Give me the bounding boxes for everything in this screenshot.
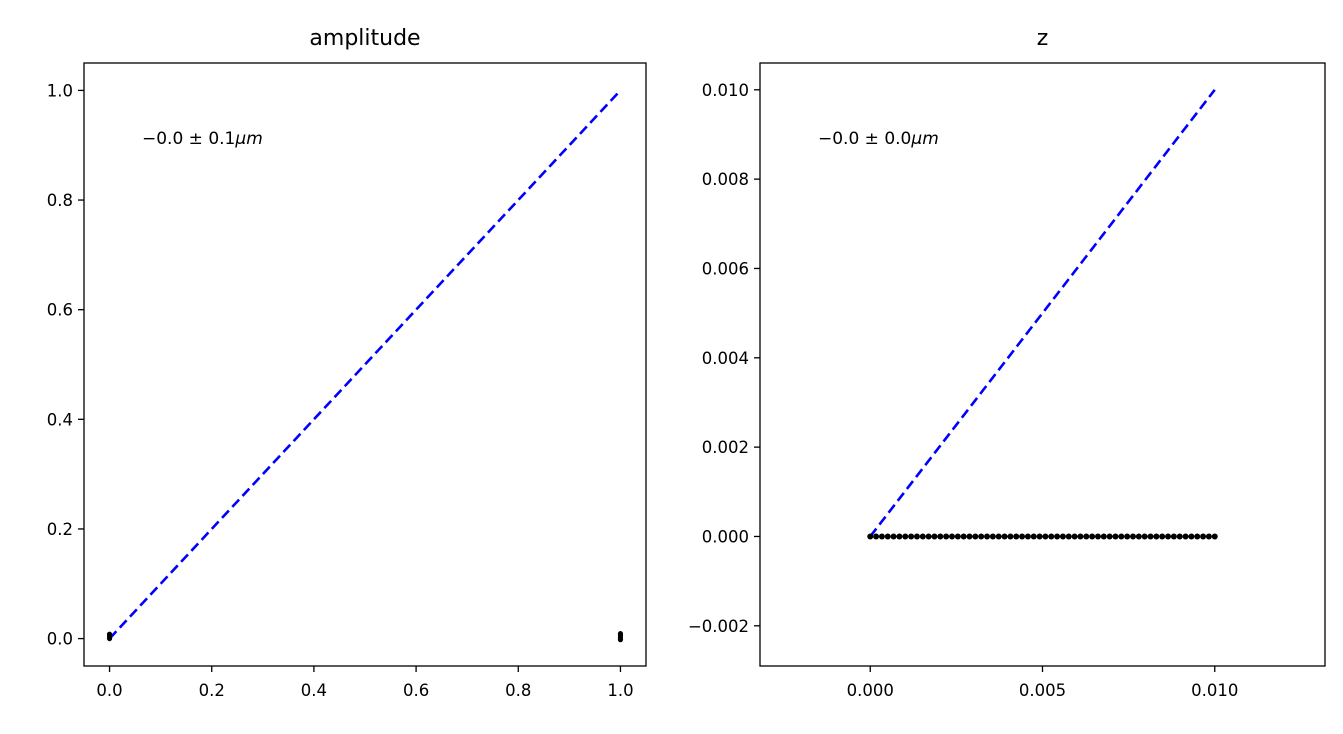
data-point [954, 533, 961, 540]
panel-annotation: −0.0 ± 0.0μm [818, 129, 939, 149]
data-point [1176, 533, 1183, 540]
data-point [1071, 533, 1078, 540]
axes-frame [759, 62, 1326, 667]
y-tick-label: 0.002 [702, 438, 749, 457]
data-point [896, 533, 903, 540]
data-point [1054, 533, 1061, 540]
data-point [1141, 533, 1148, 540]
data-point [1124, 533, 1131, 540]
data-point [972, 533, 979, 540]
data-point [1030, 533, 1037, 540]
data-point [1059, 533, 1066, 540]
y-tick-label: 0.4 [47, 410, 73, 429]
data-point [1200, 533, 1207, 540]
y-tick-label: 0.000 [702, 527, 749, 546]
data-point [873, 533, 880, 540]
reference-line [869, 89, 1216, 538]
y-tick-label: 1.0 [47, 81, 73, 100]
data-point [966, 533, 973, 540]
data-point [948, 533, 955, 540]
x-tick-label: 0.0 [96, 681, 122, 700]
y-tick-label: −0.002 [688, 617, 749, 636]
data-point [913, 533, 920, 540]
data-point [1135, 533, 1142, 540]
panel-annotation: −0.0 ± 0.1μm [142, 129, 263, 149]
x-tick-label: 0.010 [1191, 681, 1238, 700]
x-tick-label: 0.8 [505, 681, 531, 700]
data-point [1106, 533, 1113, 540]
y-tick-label: 0.2 [47, 520, 73, 539]
panel-title: amplitude [309, 26, 420, 51]
data-point [1089, 533, 1096, 540]
y-tick-label: 0.004 [702, 349, 749, 368]
y-tick-label: 0.0 [47, 630, 73, 649]
data-point [878, 533, 885, 540]
data-point [978, 533, 985, 540]
data-point [943, 533, 950, 540]
data-point [1188, 533, 1195, 540]
data-point [931, 533, 938, 540]
y-tick-label: 0.8 [47, 191, 73, 210]
x-tick-label: 0.000 [847, 681, 894, 700]
y-tick-label: 0.010 [702, 81, 749, 100]
data-point [1165, 533, 1172, 540]
data-point [106, 631, 113, 637]
data-point [1065, 533, 1072, 540]
data-point [1019, 533, 1026, 540]
x-tick-label: 0.6 [403, 681, 429, 700]
data-point [1205, 533, 1212, 540]
data-point [1042, 533, 1049, 540]
data-point [617, 631, 624, 637]
data-point [1182, 533, 1189, 540]
data-point [1159, 533, 1166, 540]
data-point [1118, 533, 1125, 540]
data-point [1094, 533, 1101, 540]
data-point [908, 533, 915, 540]
data-point [1194, 533, 1201, 540]
x-tick-label: 0.2 [199, 681, 225, 700]
panel-title: z [1037, 26, 1049, 51]
axes-frame [83, 62, 647, 667]
data-point [1024, 533, 1031, 540]
data-point [1013, 533, 1020, 540]
amplitude-panel: amplitude −0.0 ± 0.1μm 0.0 0.2 0.4 0.6 0.8 1.… [47, 26, 647, 700]
data-point [1147, 533, 1154, 540]
data-point [919, 533, 926, 540]
y-tick-label: 0.6 [47, 301, 73, 320]
z-panel: z −0.0 ± 0.0μm 0.000 0.005 0.010 −0.002 0.00… [688, 26, 1326, 700]
data-point [937, 533, 944, 540]
data-point [960, 533, 967, 540]
x-tick-label: 0.005 [1019, 681, 1066, 700]
data-point [890, 533, 897, 540]
data-point [984, 533, 991, 540]
x-tick-label: 0.4 [301, 681, 327, 700]
y-tick-label: 0.006 [702, 259, 749, 278]
data-point [1083, 533, 1090, 540]
data-point [1077, 533, 1084, 540]
y-tick-label: 0.008 [702, 170, 749, 189]
data-point [1170, 533, 1177, 540]
x-tick-label: 1.0 [607, 681, 633, 700]
data-point [1130, 533, 1137, 540]
data-point [1100, 533, 1107, 540]
data-point [1048, 533, 1055, 540]
data-point [1036, 533, 1043, 540]
data-point [925, 533, 932, 540]
data-point [867, 533, 874, 540]
data-point [995, 533, 1002, 540]
data-point [1153, 533, 1160, 540]
data-point [1007, 533, 1014, 540]
reference-line [108, 89, 622, 640]
data-point [1001, 533, 1008, 540]
data-point [902, 533, 909, 540]
data-point [1211, 533, 1218, 540]
data-point [1112, 533, 1119, 540]
data-point [884, 533, 891, 540]
data-point [989, 533, 996, 540]
